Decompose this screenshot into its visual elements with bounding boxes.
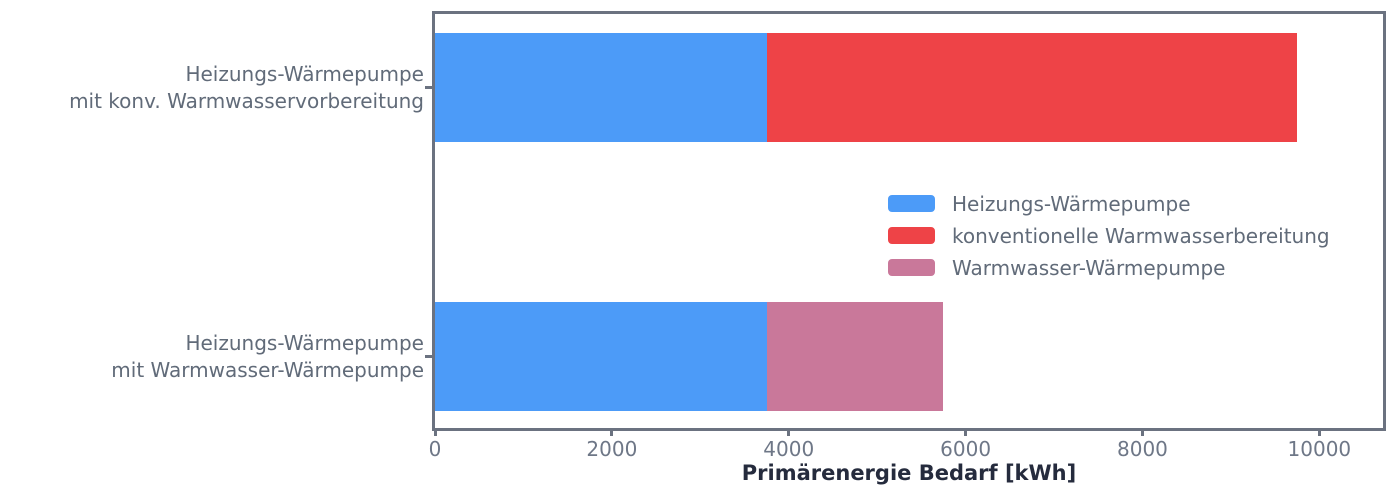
bar-segment-2-cat-1 <box>766 302 944 411</box>
legend-item-2: Warmwasser-Wärmepumpe <box>888 255 1330 280</box>
x-tick-label-4: 8000 <box>1117 437 1168 461</box>
legend: Heizungs-Wärmepumpe konventionelle Warmwa… <box>888 191 1330 291</box>
plot-area: Heizungs-Wärmepumpe konventionelle Warmwa… <box>432 11 1386 431</box>
x-tick-mark-5 <box>1317 431 1321 436</box>
legend-swatch-icon <box>888 195 935 212</box>
bar-segment-1-cat-0 <box>766 33 1298 142</box>
x-tick-mark-3 <box>964 431 968 436</box>
x-tick-label-2: 4000 <box>763 437 815 461</box>
x-tick-mark-1 <box>610 431 614 436</box>
legend-item-1: konventionelle Warmwasserbereitung <box>888 223 1330 248</box>
bar-segment-0-cat-0 <box>435 33 767 142</box>
bar-row-heizung-konv <box>435 33 1383 142</box>
bar-segment-0-cat-1 <box>435 302 767 411</box>
legend-label-0: Heizungs-Wärmepumpe <box>952 191 1191 216</box>
legend-swatch-icon <box>888 227 935 244</box>
x-tick-mark-2 <box>787 431 791 436</box>
x-axis-label: Primärenergie Bedarf [kWh] <box>741 461 1077 485</box>
bar-row-heizung-ww-pumpe <box>435 302 1383 411</box>
y-tick-mark-0 <box>425 86 432 89</box>
x-tick-label-1: 2000 <box>586 437 638 461</box>
legend-swatch-icon <box>888 259 935 276</box>
y-tick-mark-1 <box>425 355 432 358</box>
legend-item-0: Heizungs-Wärmepumpe <box>888 191 1330 216</box>
y-category-label-0: Heizungs-Wärmepumpe mit konv. Warmwasserv… <box>69 61 424 113</box>
x-tick-mark-0 <box>433 431 437 436</box>
x-tick-label-0: 0 <box>428 437 442 461</box>
y-category-label-1: Heizungs-Wärmepumpe mit Warmwasser-Wärmep… <box>111 330 424 382</box>
x-tick-mark-4 <box>1140 431 1144 436</box>
legend-label-1: konventionelle Warmwasserbereitung <box>952 223 1330 248</box>
x-tick-label-3: 6000 <box>940 437 992 461</box>
x-tick-label-5: 10000 <box>1287 437 1352 461</box>
legend-label-2: Warmwasser-Wärmepumpe <box>952 255 1226 280</box>
